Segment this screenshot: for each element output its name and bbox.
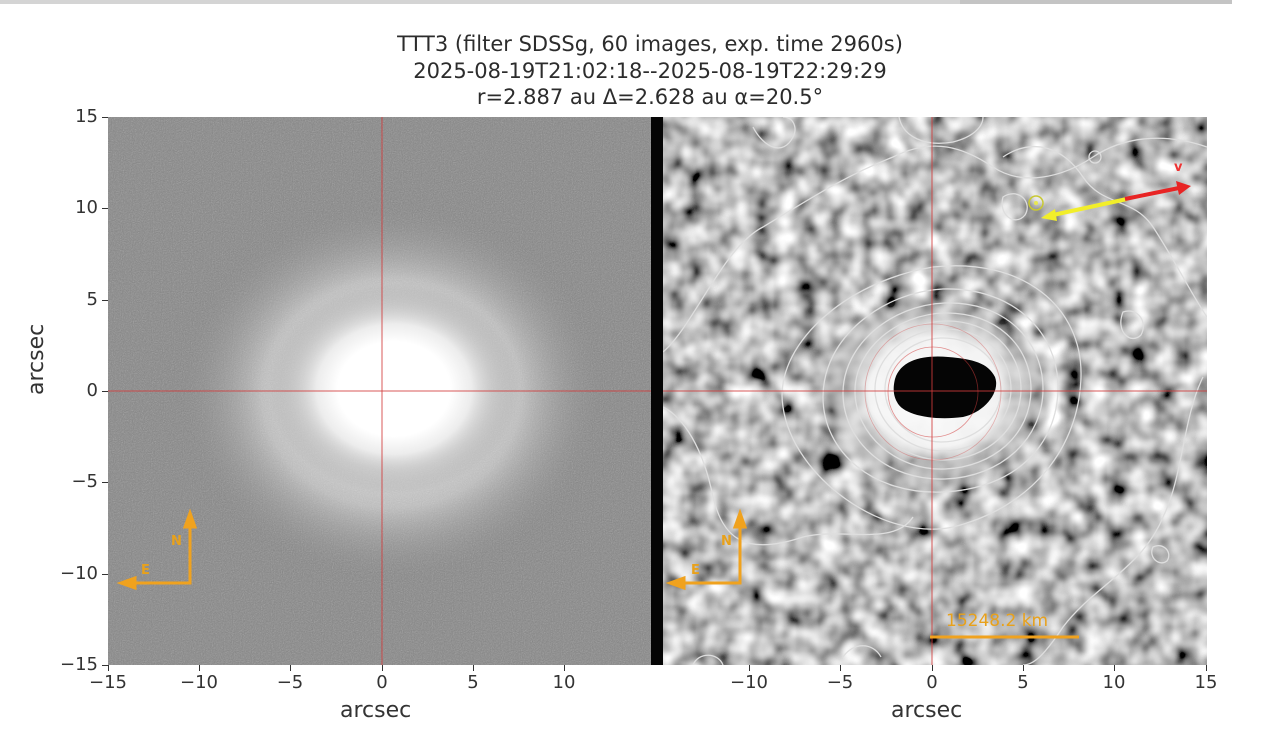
- y-tick: [102, 300, 108, 301]
- sun-direction-arrow-icon: [1041, 197, 1128, 221]
- x-tick: [1114, 665, 1115, 671]
- scale-bar-label: 15248.2 km: [946, 611, 1049, 631]
- nucleus-mask: [893, 356, 997, 419]
- chart-subtitle-time: 2025-08-19T21:02:18--2025-08-19T22:29:29: [413, 59, 887, 83]
- x-tick-label: 15: [1194, 672, 1218, 693]
- east-label: E: [141, 563, 150, 578]
- compass-icon: [665, 508, 748, 591]
- x-tick-label: −5: [276, 672, 304, 693]
- y-tick: [102, 391, 108, 392]
- y-tick: [102, 208, 108, 209]
- x-tick-label: −10: [730, 672, 768, 693]
- contour-lines: [663, 117, 1207, 665]
- y-tick-label: 10: [75, 197, 98, 218]
- velocity-label: v: [1174, 160, 1183, 175]
- y-tick: [102, 665, 108, 666]
- x-tick: [840, 665, 841, 671]
- top-border-right: [960, 0, 1232, 4]
- compass-icon: [116, 508, 198, 591]
- x-tick: [290, 665, 291, 671]
- x-tick: [749, 665, 750, 671]
- y-tick-label: 5: [86, 289, 98, 310]
- x-tick: [1206, 665, 1207, 671]
- x-tick-label: 5: [467, 672, 479, 693]
- x-tick: [199, 665, 200, 671]
- x-tick-label: 5: [1017, 672, 1029, 693]
- x-tick-label: −15: [89, 672, 127, 693]
- left-y-axis-title: arcsec: [24, 323, 49, 395]
- y-tick-label: −15: [60, 654, 98, 675]
- x-tick-label: −5: [826, 672, 854, 693]
- left-x-axis-title: arcsec: [340, 698, 412, 723]
- y-tick: [102, 574, 108, 575]
- y-tick-label: −10: [60, 563, 98, 584]
- x-tick-label: −10: [180, 672, 218, 693]
- sun-symbol-icon: [1028, 195, 1044, 211]
- y-tick: [102, 482, 108, 483]
- right-x-axis-title: arcsec: [891, 698, 963, 723]
- x-tick: [473, 665, 474, 671]
- y-tick-label: −5: [71, 471, 98, 492]
- panel-separator: [651, 117, 663, 665]
- x-tick: [564, 665, 565, 671]
- y-tick-label: 15: [75, 106, 98, 127]
- right-image-panel: N E: [663, 117, 1207, 665]
- north-label: N: [171, 534, 182, 549]
- x-tick: [1023, 665, 1024, 671]
- top-border: [0, 0, 960, 4]
- chart-title: TTT3 (filter SDSSg, 60 images, exp. time…: [397, 32, 903, 56]
- chart-subtitle-geometry: r=2.887 au Δ=2.628 au α=20.5°: [476, 85, 824, 109]
- x-tick: [108, 665, 109, 671]
- left-image-panel: N E: [108, 117, 651, 665]
- x-tick-label: 0: [926, 672, 938, 693]
- x-tick: [932, 665, 933, 671]
- x-tick: [382, 665, 383, 671]
- x-tick-label: 10: [1102, 672, 1126, 693]
- east-label: E: [691, 563, 700, 578]
- north-label: N: [721, 534, 732, 549]
- y-tick: [102, 117, 108, 118]
- x-tick-label: 0: [376, 672, 388, 693]
- y-tick-label: 0: [86, 380, 98, 401]
- x-tick-label: 10: [552, 672, 576, 693]
- velocity-arrow-icon: [1124, 181, 1191, 201]
